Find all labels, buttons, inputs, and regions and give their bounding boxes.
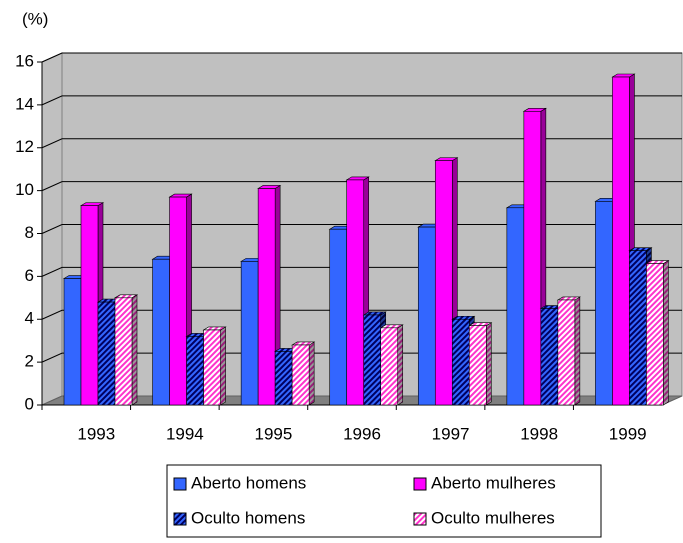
grid-line <box>41 52 682 63</box>
grid-line <box>41 138 682 149</box>
bar <box>291 344 310 406</box>
legend-swatch <box>413 477 427 491</box>
y-tick-label: 10 <box>15 180 34 199</box>
bar <box>506 207 525 406</box>
bar <box>380 327 399 406</box>
y-tick-label: 8 <box>25 223 34 242</box>
bar-side <box>663 259 669 406</box>
y-tick-label: 0 <box>25 394 34 413</box>
bar-side <box>220 326 226 406</box>
x-tick-label: 1993 <box>77 424 115 443</box>
bar <box>240 261 259 406</box>
bar <box>346 179 365 406</box>
y-tick-label: 16 <box>15 51 34 70</box>
bar <box>629 250 647 406</box>
bar <box>63 278 82 406</box>
bar-side <box>308 341 315 406</box>
bar <box>257 188 276 406</box>
bar <box>329 228 348 406</box>
x-tick-label: 1994 <box>166 424 204 443</box>
bar-side <box>131 294 138 406</box>
legend-label: Oculto mulheres <box>431 508 555 527</box>
bar <box>434 160 453 406</box>
x-tick-label: 1995 <box>255 424 293 443</box>
bar-side <box>397 324 404 406</box>
grid-line <box>41 266 682 277</box>
y-tick-label: 14 <box>15 94 34 113</box>
bar <box>363 314 382 406</box>
bar <box>557 299 576 406</box>
y-tick-label: 6 <box>25 266 34 285</box>
bar <box>612 76 630 406</box>
x-tick-label: 1996 <box>343 424 381 443</box>
bar <box>595 201 613 406</box>
legend-label: Aberto homens <box>191 473 306 492</box>
bar <box>540 308 559 406</box>
grid-line <box>41 224 682 234</box>
legend-swatch <box>173 477 187 491</box>
bar <box>523 111 542 406</box>
bar <box>417 226 436 406</box>
legend-label: Oculto homens <box>191 508 305 527</box>
bar <box>646 263 664 406</box>
legend-label: Aberto mulheres <box>431 473 556 492</box>
grid-line <box>41 181 682 192</box>
grid-line <box>41 309 682 320</box>
bar <box>152 258 170 406</box>
legend-swatch <box>173 512 187 526</box>
grid-line <box>41 95 682 106</box>
bar <box>169 196 187 406</box>
bar <box>274 351 293 406</box>
bar <box>80 205 99 406</box>
bar <box>186 336 204 406</box>
bar-side <box>574 296 581 406</box>
bar <box>468 325 487 406</box>
bar-side <box>485 322 492 406</box>
legend-swatch <box>413 512 427 526</box>
y-tick-label: 4 <box>25 309 34 328</box>
bar <box>451 318 470 406</box>
y-tick-label: 2 <box>25 352 34 371</box>
bar <box>97 301 116 406</box>
x-tick-label: 1998 <box>520 424 558 443</box>
x-tick-label: 1999 <box>609 424 647 443</box>
x-tick-label: 1997 <box>432 424 470 443</box>
y-axis-label: (%) <box>22 9 48 28</box>
bar <box>114 297 133 406</box>
legend-box <box>166 464 602 538</box>
bar <box>203 329 221 406</box>
y-tick-label: 12 <box>15 137 34 156</box>
